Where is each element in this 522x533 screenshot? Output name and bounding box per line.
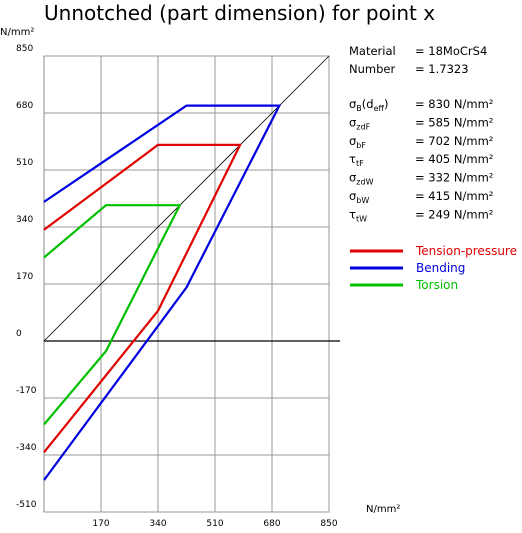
series-torsion-line <box>43 204 182 426</box>
property-symbol: σzdW <box>349 171 374 187</box>
y-tick-label: 0 <box>16 329 22 339</box>
y-tick-label: 510 <box>16 158 33 168</box>
property-symbol: σbF <box>349 134 366 150</box>
legend-label-tension-pressure: Tension-pressure <box>415 244 517 258</box>
property-value: = 830 N/mm² <box>415 97 493 111</box>
y-tick-label: -340 <box>16 443 37 453</box>
property-value: = 405 N/mm² <box>415 152 493 166</box>
legend-label-bending: Bending <box>416 261 465 275</box>
material-value: = 18MoCrS4 <box>415 44 487 58</box>
reference-diagonal-line <box>43 55 330 342</box>
legend-label-torsion: Torsion <box>415 278 458 292</box>
number-value: = 1.7323 <box>415 62 469 76</box>
x-tick-label: 340 <box>149 519 166 529</box>
property-value: = 249 N/mm² <box>415 207 493 221</box>
y-unit-label: N/mm² <box>0 27 34 38</box>
property-value: = 585 N/mm² <box>415 115 493 129</box>
property-symbol: τtF <box>349 152 364 168</box>
series-tension-pressure-line <box>43 143 242 453</box>
y-tick-label: -170 <box>16 386 37 396</box>
info-panel: Material = 18MoCrS4 Number = 1.7323 σB(deff)… <box>349 44 493 223</box>
property-value: = 415 N/mm² <box>415 189 493 203</box>
property-symbol: σzdF <box>349 115 371 131</box>
property-symbol: σbW <box>349 189 369 205</box>
x-tick-label: 680 <box>263 519 280 529</box>
y-tick-label: -510 <box>16 500 37 510</box>
x-tick-label: 510 <box>206 519 223 529</box>
property-value: = 332 N/mm² <box>415 171 493 185</box>
legend: Tension-pressure Bending Torsion <box>350 244 517 292</box>
y-tick-label: 850 <box>16 44 33 54</box>
y-tick-label: 170 <box>16 272 33 282</box>
series-bending-line <box>43 104 282 481</box>
property-symbol: σB(deff) <box>349 97 389 113</box>
x-tick-label: 850 <box>320 519 337 529</box>
material-label: Material <box>349 44 396 58</box>
number-label: Number <box>349 62 395 76</box>
x-unit-label: N/mm² <box>366 504 400 515</box>
y-tick-label: 340 <box>16 215 33 225</box>
plot-area: 170 340 510 680 850 850 680 510 340 170 0 -170 -340 -… <box>0 27 400 529</box>
x-tick-label: 170 <box>92 519 109 529</box>
property-symbol: τtW <box>349 207 367 223</box>
chart-title: Unnotched (part dimension) for point x <box>44 1 435 25</box>
property-value: = 702 N/mm² <box>415 134 493 148</box>
y-tick-label: 680 <box>16 101 33 111</box>
